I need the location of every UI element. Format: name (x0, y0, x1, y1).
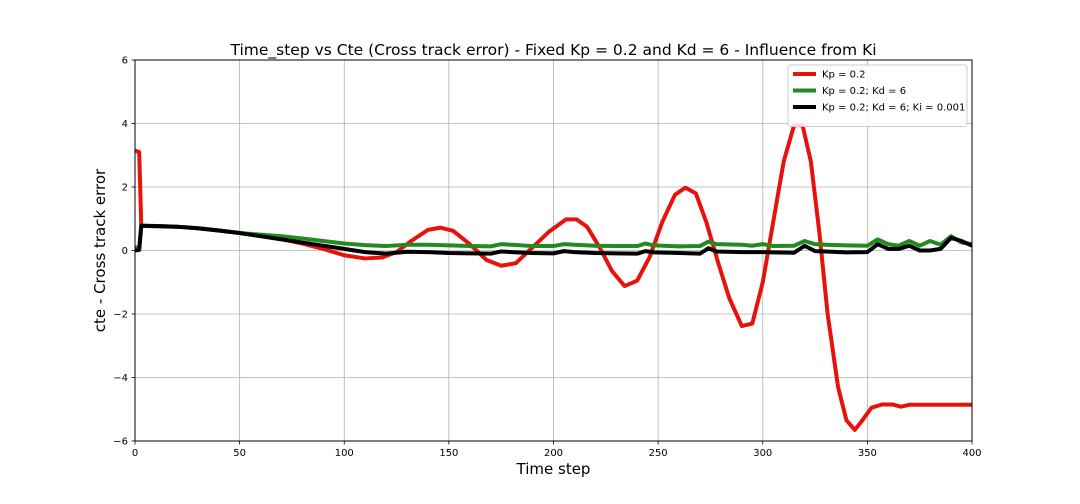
y-axis-title: cte - Cross track error (91, 168, 109, 332)
x-tick-label: 250 (649, 448, 668, 459)
legend-label: Kp = 0.2; Kd = 6; Ki = 0.001 (822, 103, 965, 114)
x-axis-title: Time step (516, 460, 591, 478)
y-tick-label: −2 (113, 310, 128, 321)
y-tick-label: −4 (113, 373, 128, 384)
x-tick-label: 150 (439, 448, 458, 459)
legend-label: Kp = 0.2; Kd = 6 (822, 86, 906, 97)
series-line-3 (135, 223, 972, 256)
x-tick-label: 0 (132, 448, 138, 459)
series-line-2 (135, 223, 972, 250)
y-tick-label: 4 (122, 119, 128, 130)
legend: Kp = 0.2 Kp = 0.2; Kd = 6 Kp = 0.2; Kd = 6… (787, 64, 968, 127)
chart-title: Time_step vs Cte (Cross track error) - F… (229, 41, 876, 60)
series-layer (135, 123, 972, 432)
legend-box (787, 64, 968, 127)
y-tick-label: 6 (122, 56, 128, 67)
x-tick-label: 300 (753, 448, 772, 459)
y-tick-label: 0 (122, 246, 128, 257)
x-tick-label: 50 (233, 448, 246, 459)
y-tick-label: −6 (113, 437, 128, 448)
x-tick-label: 100 (335, 448, 354, 459)
axis-ticks: 0 50 100 150 200 250 300 350 400 −6 −4 −2 0 2 4 6 (113, 56, 981, 460)
x-tick-label: 200 (544, 448, 563, 459)
x-tick-label: 400 (962, 448, 981, 459)
x-tick-label: 350 (858, 448, 877, 459)
y-tick-label: 2 (122, 183, 128, 194)
legend-label: Kp = 0.2 (822, 70, 866, 81)
